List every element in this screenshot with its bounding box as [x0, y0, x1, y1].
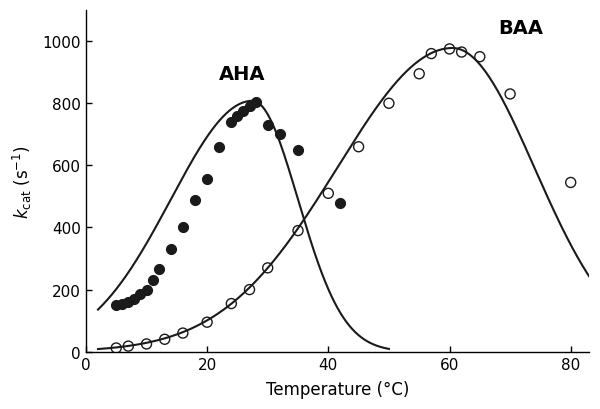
- Point: [202, 319, 212, 326]
- Point: [227, 119, 236, 126]
- Point: [335, 200, 345, 207]
- Point: [154, 267, 163, 273]
- Point: [136, 291, 145, 298]
- Point: [202, 177, 212, 183]
- Point: [275, 132, 284, 138]
- Point: [384, 101, 394, 107]
- Point: [415, 71, 424, 78]
- Point: [354, 144, 364, 151]
- Point: [227, 301, 236, 307]
- Point: [142, 287, 151, 293]
- Point: [293, 147, 303, 154]
- Text: AHA: AHA: [219, 65, 266, 84]
- Point: [457, 49, 466, 56]
- Point: [233, 113, 242, 120]
- Point: [323, 191, 333, 197]
- Point: [505, 92, 515, 98]
- Point: [566, 180, 575, 186]
- Point: [124, 299, 133, 306]
- Point: [130, 296, 139, 302]
- Point: [214, 144, 224, 151]
- Point: [263, 265, 272, 272]
- Point: [251, 99, 260, 106]
- Point: [160, 336, 169, 343]
- Point: [445, 47, 454, 53]
- Point: [245, 104, 254, 110]
- Point: [263, 122, 272, 129]
- Point: [124, 343, 133, 350]
- Point: [178, 330, 188, 337]
- Text: BAA: BAA: [498, 19, 543, 38]
- Point: [118, 301, 127, 307]
- Point: [112, 302, 121, 309]
- Point: [293, 228, 303, 234]
- Y-axis label: $k_\mathregular{cat}\ \mathregular{(s^{-1})}$: $k_\mathregular{cat}\ \mathregular{(s^{-…: [11, 145, 34, 218]
- Point: [112, 345, 121, 351]
- Point: [475, 54, 485, 61]
- X-axis label: Temperature (°C): Temperature (°C): [266, 380, 409, 398]
- Point: [142, 341, 151, 347]
- Point: [148, 277, 157, 284]
- Point: [239, 108, 248, 115]
- Point: [245, 287, 254, 293]
- Point: [166, 246, 176, 253]
- Point: [178, 225, 188, 231]
- Point: [427, 51, 436, 58]
- Point: [190, 197, 200, 203]
